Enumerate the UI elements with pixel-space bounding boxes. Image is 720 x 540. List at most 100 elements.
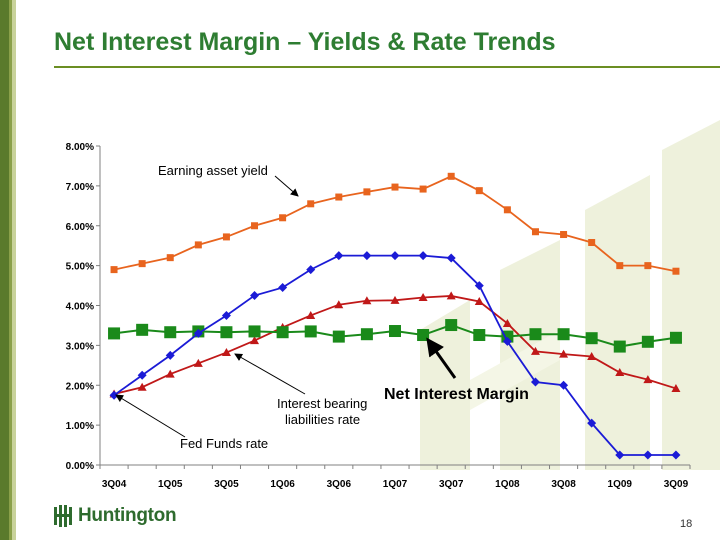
data-point — [641, 335, 654, 348]
page-number: 18 — [680, 518, 693, 530]
series-fed-funds-rate — [109, 251, 681, 460]
x-tick-label: 3Q07 — [439, 479, 464, 490]
data-point — [332, 330, 345, 343]
data-point — [138, 260, 146, 268]
data-point — [360, 328, 373, 341]
data-point — [530, 377, 540, 387]
data-point — [389, 325, 401, 338]
data-point — [108, 327, 121, 340]
y-tick-label: 0.00% — [66, 461, 94, 472]
data-point — [164, 326, 177, 339]
data-point — [559, 349, 569, 358]
data-point — [529, 328, 542, 341]
data-point — [587, 352, 597, 361]
data-point — [418, 293, 428, 302]
data-point — [222, 233, 230, 241]
data-point — [446, 253, 456, 263]
data-point — [248, 325, 261, 338]
data-point — [503, 206, 511, 214]
y-tick-label: 5.00% — [66, 262, 94, 273]
page-title: Net Interest Margin – Yields & Rate Tren… — [54, 28, 556, 56]
data-point — [137, 382, 147, 391]
annotation-ibl-line2: liabilities rate — [285, 412, 360, 427]
data-point — [137, 370, 147, 380]
data-point — [615, 367, 625, 376]
y-tick-label: 4.00% — [66, 302, 94, 313]
data-point — [644, 262, 652, 270]
data-point — [136, 323, 149, 336]
data-point — [221, 348, 231, 357]
data-point — [502, 318, 512, 327]
logo-text: Huntington — [78, 505, 177, 526]
annotation-net-interest-margin: Net Interest Margin — [384, 386, 529, 403]
y-tick-label: 6.00% — [66, 222, 94, 233]
data-point — [474, 281, 484, 291]
y-tick-label: 2.00% — [66, 381, 94, 392]
data-point — [474, 297, 484, 306]
x-tick-label: 1Q05 — [158, 479, 183, 490]
data-point — [110, 266, 118, 274]
y-tick-label: 3.00% — [66, 341, 94, 352]
annotation-earning-asset-yield: Earning asset yield — [158, 163, 268, 178]
data-point — [560, 231, 568, 239]
left-decorative-bar — [0, 0, 16, 540]
data-point — [530, 346, 540, 355]
data-point — [391, 183, 399, 191]
watermark-graphic — [420, 120, 720, 470]
data-point — [671, 383, 681, 392]
data-point — [613, 340, 626, 353]
data-point — [279, 214, 287, 222]
data-point — [390, 295, 400, 304]
x-tick-label: 1Q08 — [495, 479, 520, 490]
data-point — [643, 450, 653, 460]
data-point — [502, 336, 512, 346]
data-point — [334, 251, 344, 261]
data-point — [671, 450, 681, 460]
data-point — [251, 222, 259, 230]
data-point — [531, 228, 539, 236]
data-point — [585, 332, 598, 345]
data-point — [194, 241, 202, 249]
data-point — [616, 262, 624, 270]
data-point — [417, 329, 430, 342]
data-point — [615, 450, 625, 460]
data-point — [193, 358, 203, 367]
x-tick-label: 3Q08 — [551, 479, 576, 490]
annotation-arrow — [274, 175, 299, 197]
data-point — [220, 326, 233, 339]
data-point — [250, 336, 260, 345]
y-tick-label: 7.00% — [66, 182, 94, 193]
data-point — [446, 291, 456, 300]
title-divider — [54, 66, 720, 68]
data-point — [307, 200, 315, 208]
x-tick-label: 3Q09 — [664, 479, 689, 490]
data-point — [475, 187, 483, 195]
x-tick-label: 3Q06 — [327, 479, 352, 490]
data-point — [221, 310, 231, 320]
data-point — [473, 329, 486, 342]
annotation-arrow — [234, 353, 306, 395]
data-point — [250, 291, 260, 301]
data-point — [166, 254, 174, 262]
data-point — [390, 251, 400, 261]
x-tick-label: 1Q07 — [383, 479, 408, 490]
data-point — [363, 188, 371, 196]
series-net-interest-margin — [108, 319, 682, 353]
data-point — [587, 418, 597, 428]
data-point — [445, 319, 458, 332]
data-point — [306, 310, 316, 319]
company-logo: Huntington — [54, 504, 177, 528]
data-point — [335, 193, 343, 201]
data-point — [588, 238, 596, 246]
data-point — [306, 265, 316, 275]
x-tick-label: 1Q06 — [270, 479, 295, 490]
annotation-ibl-line1: Interest bearing — [277, 396, 367, 411]
annotation-arrow — [115, 394, 186, 438]
x-tick-label: 3Q05 — [214, 479, 239, 490]
data-point — [304, 325, 317, 338]
data-point — [559, 380, 569, 390]
data-point — [447, 172, 455, 180]
data-point — [557, 328, 570, 341]
x-tick-label: 3Q04 — [102, 479, 127, 490]
